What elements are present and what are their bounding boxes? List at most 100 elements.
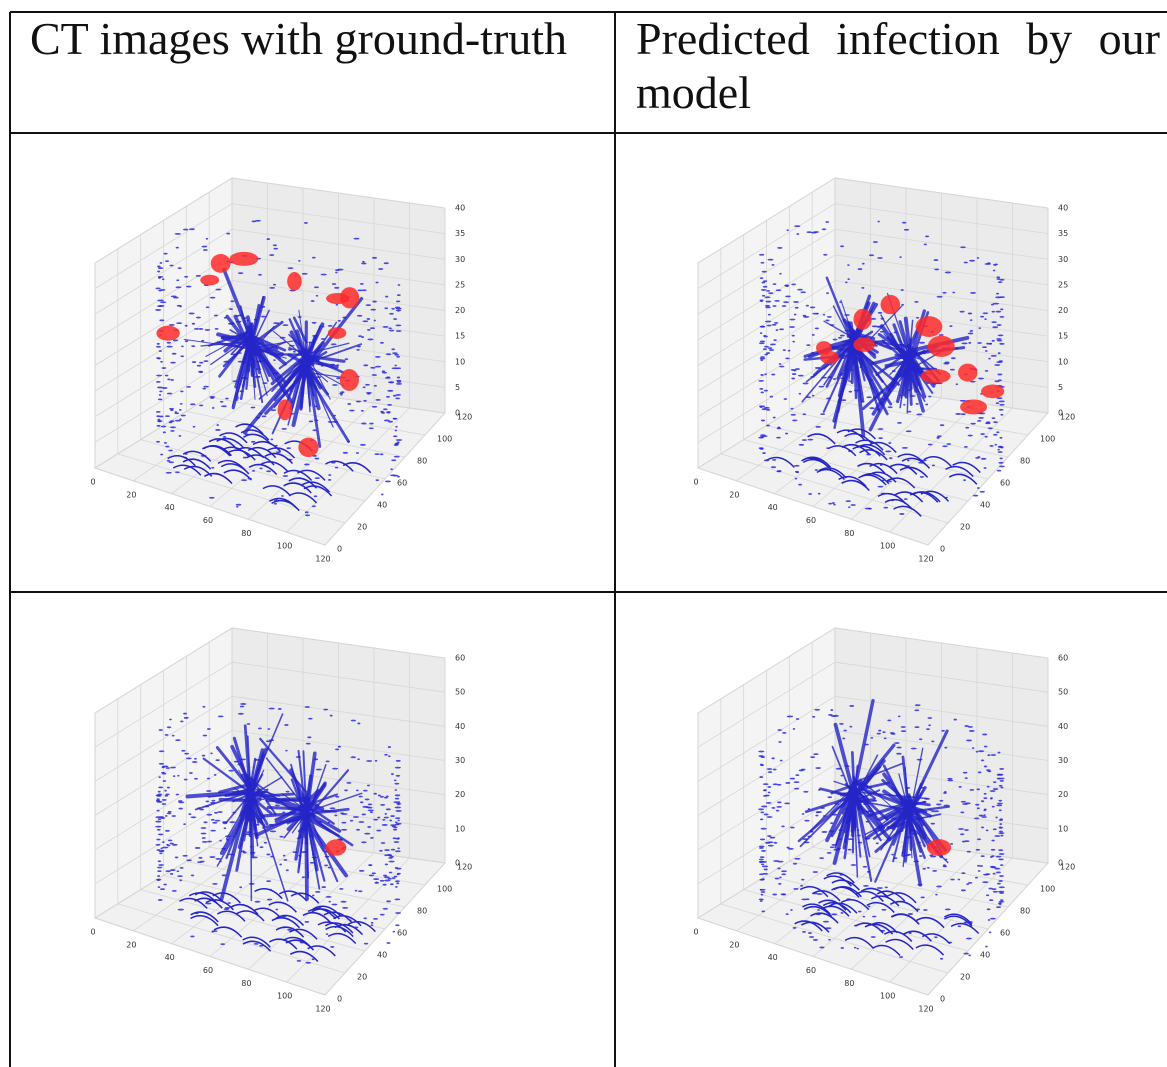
vessel-dot bbox=[980, 316, 984, 318]
vessel-dot bbox=[158, 776, 160, 778]
vessel-dot bbox=[188, 813, 191, 815]
vessel-dot bbox=[802, 931, 806, 933]
vessel-dot bbox=[229, 308, 233, 310]
vessel-dot bbox=[367, 393, 370, 395]
vessel-dot bbox=[997, 340, 1002, 342]
vessel-dot bbox=[383, 326, 389, 328]
vessel-dot bbox=[395, 789, 398, 791]
vessel-dot bbox=[1000, 414, 1003, 416]
vessel-dot bbox=[843, 730, 847, 732]
vessel-dot bbox=[372, 374, 377, 376]
vessel-dot bbox=[795, 471, 799, 473]
vessel-dot bbox=[373, 918, 378, 920]
vessel-dot bbox=[977, 257, 980, 259]
vessel-dot bbox=[966, 740, 972, 742]
vessel-dot bbox=[778, 883, 781, 885]
vessel-dot bbox=[398, 284, 401, 286]
vessel-dot bbox=[390, 815, 395, 817]
tick-label: 40 bbox=[377, 951, 387, 960]
vessel-dot bbox=[884, 737, 887, 739]
vessel-dot bbox=[768, 771, 772, 773]
vessel-dot bbox=[219, 840, 222, 842]
vessel-dot bbox=[999, 400, 1005, 402]
vessel-dot bbox=[343, 452, 348, 454]
vessel-dot bbox=[980, 865, 983, 867]
table-figure: 0204060801001200204060801001200510152025… bbox=[0, 0, 1167, 1067]
vessel-dot bbox=[854, 947, 857, 949]
vessel-dot bbox=[980, 491, 985, 493]
vessel-dot bbox=[993, 891, 998, 893]
vessel-dot bbox=[813, 753, 818, 755]
vessel-dot bbox=[395, 426, 398, 428]
vessel-dot bbox=[991, 849, 996, 851]
vessel-dot bbox=[364, 943, 368, 945]
vessel-dot bbox=[328, 325, 333, 327]
vessel-dot bbox=[992, 417, 996, 419]
vessel-dot bbox=[991, 840, 995, 842]
vessel-dot bbox=[158, 305, 164, 307]
vessel-dot bbox=[828, 503, 832, 505]
vessel-dot bbox=[220, 401, 224, 403]
vessel-dot bbox=[812, 395, 815, 397]
vessel-dot bbox=[773, 769, 777, 771]
vessel-dot bbox=[387, 390, 393, 392]
vessel-dot bbox=[386, 900, 391, 902]
vessel-dot bbox=[369, 427, 374, 429]
vessel-dot bbox=[950, 843, 953, 845]
vessel-dot bbox=[759, 342, 765, 344]
vessel-dot bbox=[311, 300, 315, 302]
vessel-dot bbox=[396, 356, 400, 358]
vessel-dot bbox=[998, 352, 1001, 354]
vessel-dot bbox=[858, 911, 862, 913]
vessel-dot bbox=[167, 787, 170, 789]
vessel-dot bbox=[907, 460, 910, 462]
vessel-dot bbox=[362, 320, 368, 322]
vessel-dot bbox=[357, 315, 362, 317]
vessel-dot bbox=[181, 415, 186, 417]
vessel-dot bbox=[159, 763, 164, 765]
vessel-dot bbox=[206, 238, 208, 240]
vessel-dot bbox=[375, 760, 378, 762]
vessel-dot bbox=[373, 819, 378, 821]
vessel-dot bbox=[849, 705, 854, 707]
vessel-dot bbox=[367, 329, 371, 331]
vessel-dot bbox=[305, 706, 310, 708]
vessel-dot bbox=[888, 406, 893, 408]
vessel-dot bbox=[786, 847, 789, 849]
vessel-dot bbox=[179, 409, 182, 411]
vessel-dot bbox=[771, 757, 774, 759]
vessel-dot bbox=[382, 819, 385, 821]
vessel-dot bbox=[359, 796, 363, 798]
vessel-dot bbox=[779, 273, 781, 275]
vessel-dot bbox=[161, 426, 166, 428]
vessel-dot bbox=[995, 444, 997, 446]
vessel-dot bbox=[323, 709, 328, 711]
tick-label: 20 bbox=[455, 790, 465, 799]
vessel-dot bbox=[385, 296, 388, 298]
vessel-dot bbox=[993, 873, 996, 875]
vessel-dot bbox=[931, 810, 935, 812]
vessel-dot bbox=[203, 821, 207, 823]
vessel-dot bbox=[916, 403, 919, 405]
vessel-dot bbox=[206, 814, 212, 816]
vessel-dot bbox=[397, 847, 399, 849]
vessel-dot bbox=[817, 893, 823, 895]
vessel-dot bbox=[813, 939, 818, 941]
vessel-dot bbox=[324, 865, 328, 867]
vessel-dot bbox=[789, 326, 795, 328]
vessel-dot bbox=[157, 271, 160, 273]
vessel-dot bbox=[191, 345, 195, 347]
vessel-dot bbox=[999, 831, 1003, 833]
vessel-dot bbox=[163, 884, 167, 886]
tick-label: 10 bbox=[1058, 357, 1068, 366]
vessel-dot bbox=[919, 342, 925, 344]
vessel-dot bbox=[164, 442, 167, 444]
vessel-dot bbox=[999, 809, 1002, 811]
vessel-dot bbox=[180, 355, 184, 357]
vessel-dot bbox=[160, 454, 163, 456]
vessel-dot bbox=[356, 452, 359, 454]
vessel-dot bbox=[375, 282, 378, 284]
vessel-dot bbox=[326, 760, 330, 762]
vessel-dot bbox=[175, 739, 181, 741]
vessel-dot bbox=[999, 768, 1004, 770]
